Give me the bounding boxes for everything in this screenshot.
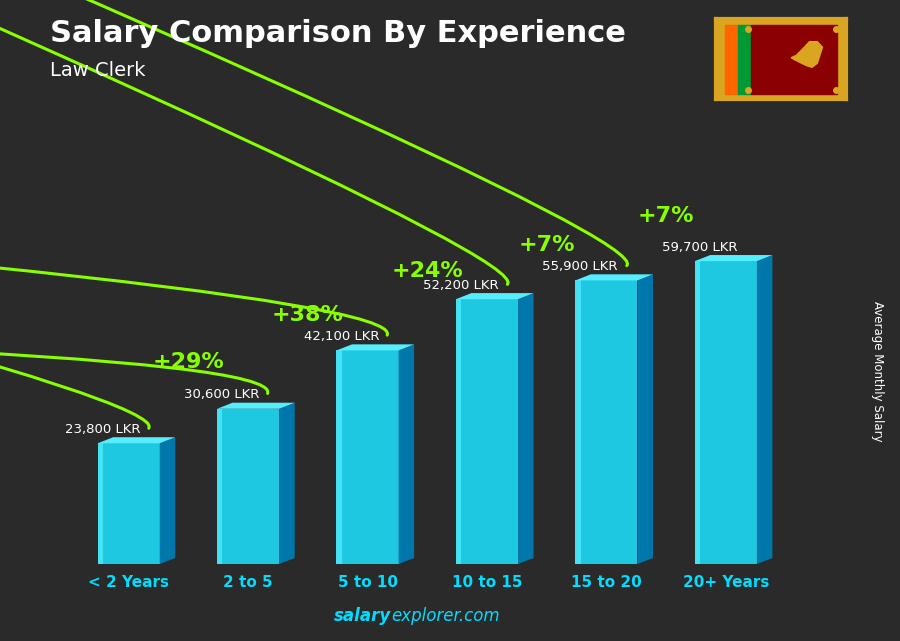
Text: +7%: +7% xyxy=(638,206,695,226)
Text: +24%: +24% xyxy=(392,261,464,281)
Text: 42,100 LKR: 42,100 LKR xyxy=(303,330,379,343)
Text: +38%: +38% xyxy=(272,304,344,325)
Polygon shape xyxy=(217,409,222,564)
Polygon shape xyxy=(279,403,294,564)
Polygon shape xyxy=(456,299,518,564)
Polygon shape xyxy=(637,274,653,564)
Text: +7%: +7% xyxy=(518,235,575,255)
Polygon shape xyxy=(575,280,580,564)
Polygon shape xyxy=(159,437,176,564)
Polygon shape xyxy=(791,42,823,67)
Text: salary: salary xyxy=(334,607,392,625)
Polygon shape xyxy=(399,344,414,564)
Polygon shape xyxy=(456,299,462,564)
Polygon shape xyxy=(695,255,772,261)
Bar xyxy=(738,25,751,94)
Polygon shape xyxy=(337,351,342,564)
Polygon shape xyxy=(217,403,294,409)
Polygon shape xyxy=(518,293,534,564)
Text: +29%: +29% xyxy=(152,353,224,372)
Polygon shape xyxy=(575,274,653,280)
Polygon shape xyxy=(456,293,534,299)
Text: 52,200 LKR: 52,200 LKR xyxy=(423,279,499,292)
Text: 59,700 LKR: 59,700 LKR xyxy=(662,241,737,254)
Polygon shape xyxy=(97,444,103,564)
Text: explorer.com: explorer.com xyxy=(392,607,500,625)
Polygon shape xyxy=(217,409,279,564)
Polygon shape xyxy=(757,255,772,564)
Polygon shape xyxy=(97,437,176,444)
Text: Salary Comparison By Experience: Salary Comparison By Experience xyxy=(50,19,625,48)
Polygon shape xyxy=(575,280,637,564)
Text: Law Clerk: Law Clerk xyxy=(50,61,145,80)
Polygon shape xyxy=(337,351,399,564)
Polygon shape xyxy=(695,261,700,564)
Text: 55,900 LKR: 55,900 LKR xyxy=(543,260,618,273)
Polygon shape xyxy=(97,444,159,564)
Polygon shape xyxy=(695,261,757,564)
Bar xyxy=(724,25,738,94)
Polygon shape xyxy=(337,344,414,351)
Text: 30,600 LKR: 30,600 LKR xyxy=(184,388,259,401)
Text: 23,800 LKR: 23,800 LKR xyxy=(65,423,140,436)
Text: Average Monthly Salary: Average Monthly Salary xyxy=(871,301,884,442)
Bar xyxy=(751,25,837,94)
